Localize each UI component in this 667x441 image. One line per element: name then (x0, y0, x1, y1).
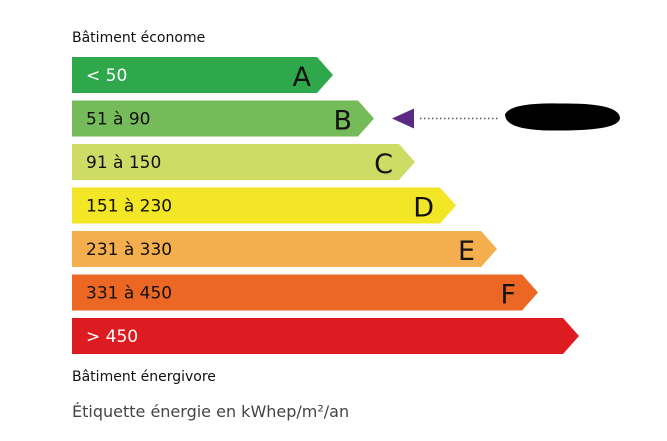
caption: Étiquette énergie en kWhep/m²/an (72, 402, 350, 421)
class-letter: E (458, 236, 475, 267)
bar-shape (72, 100, 374, 137)
class-bar-B: 51 à 90 B (72, 100, 374, 137)
range-label: < 50 (86, 66, 127, 86)
class-letter: A (293, 62, 312, 93)
range-label: 51 à 90 (86, 110, 151, 130)
bar-shape (72, 274, 538, 311)
bar-shape (72, 144, 415, 180)
class-bar-D: 151 à 230 D (72, 187, 456, 224)
indicator-arrow-icon (392, 108, 414, 129)
bar-shape (72, 187, 456, 224)
range-label: 331 à 450 (86, 284, 172, 304)
class-letter: F (500, 280, 516, 311)
range-label: 151 à 230 (86, 197, 172, 217)
bar-shape (72, 318, 579, 354)
redacted-value (505, 103, 620, 131)
class-bar-C: 91 à 150 C (72, 144, 415, 180)
bar-shape (72, 57, 333, 93)
class-letter: C (374, 149, 393, 180)
class-letter: D (413, 193, 434, 224)
class-bar-E: 231 à 330 E (72, 231, 497, 267)
range-label: 231 à 330 (86, 240, 172, 260)
class-bar-F: 331 à 450 F (72, 274, 538, 311)
bar-shape (72, 231, 497, 267)
top-label: Bâtiment économe (72, 30, 206, 46)
range-label: > 450 (86, 327, 138, 347)
class-letter: B (333, 106, 352, 137)
current-class-indicator (392, 103, 620, 131)
bottom-label: Bâtiment énergivore (72, 369, 216, 385)
class-bar-A: < 50 A (72, 57, 333, 93)
range-label: 91 à 150 (86, 153, 161, 173)
class-bar-G: > 450 (72, 318, 579, 354)
